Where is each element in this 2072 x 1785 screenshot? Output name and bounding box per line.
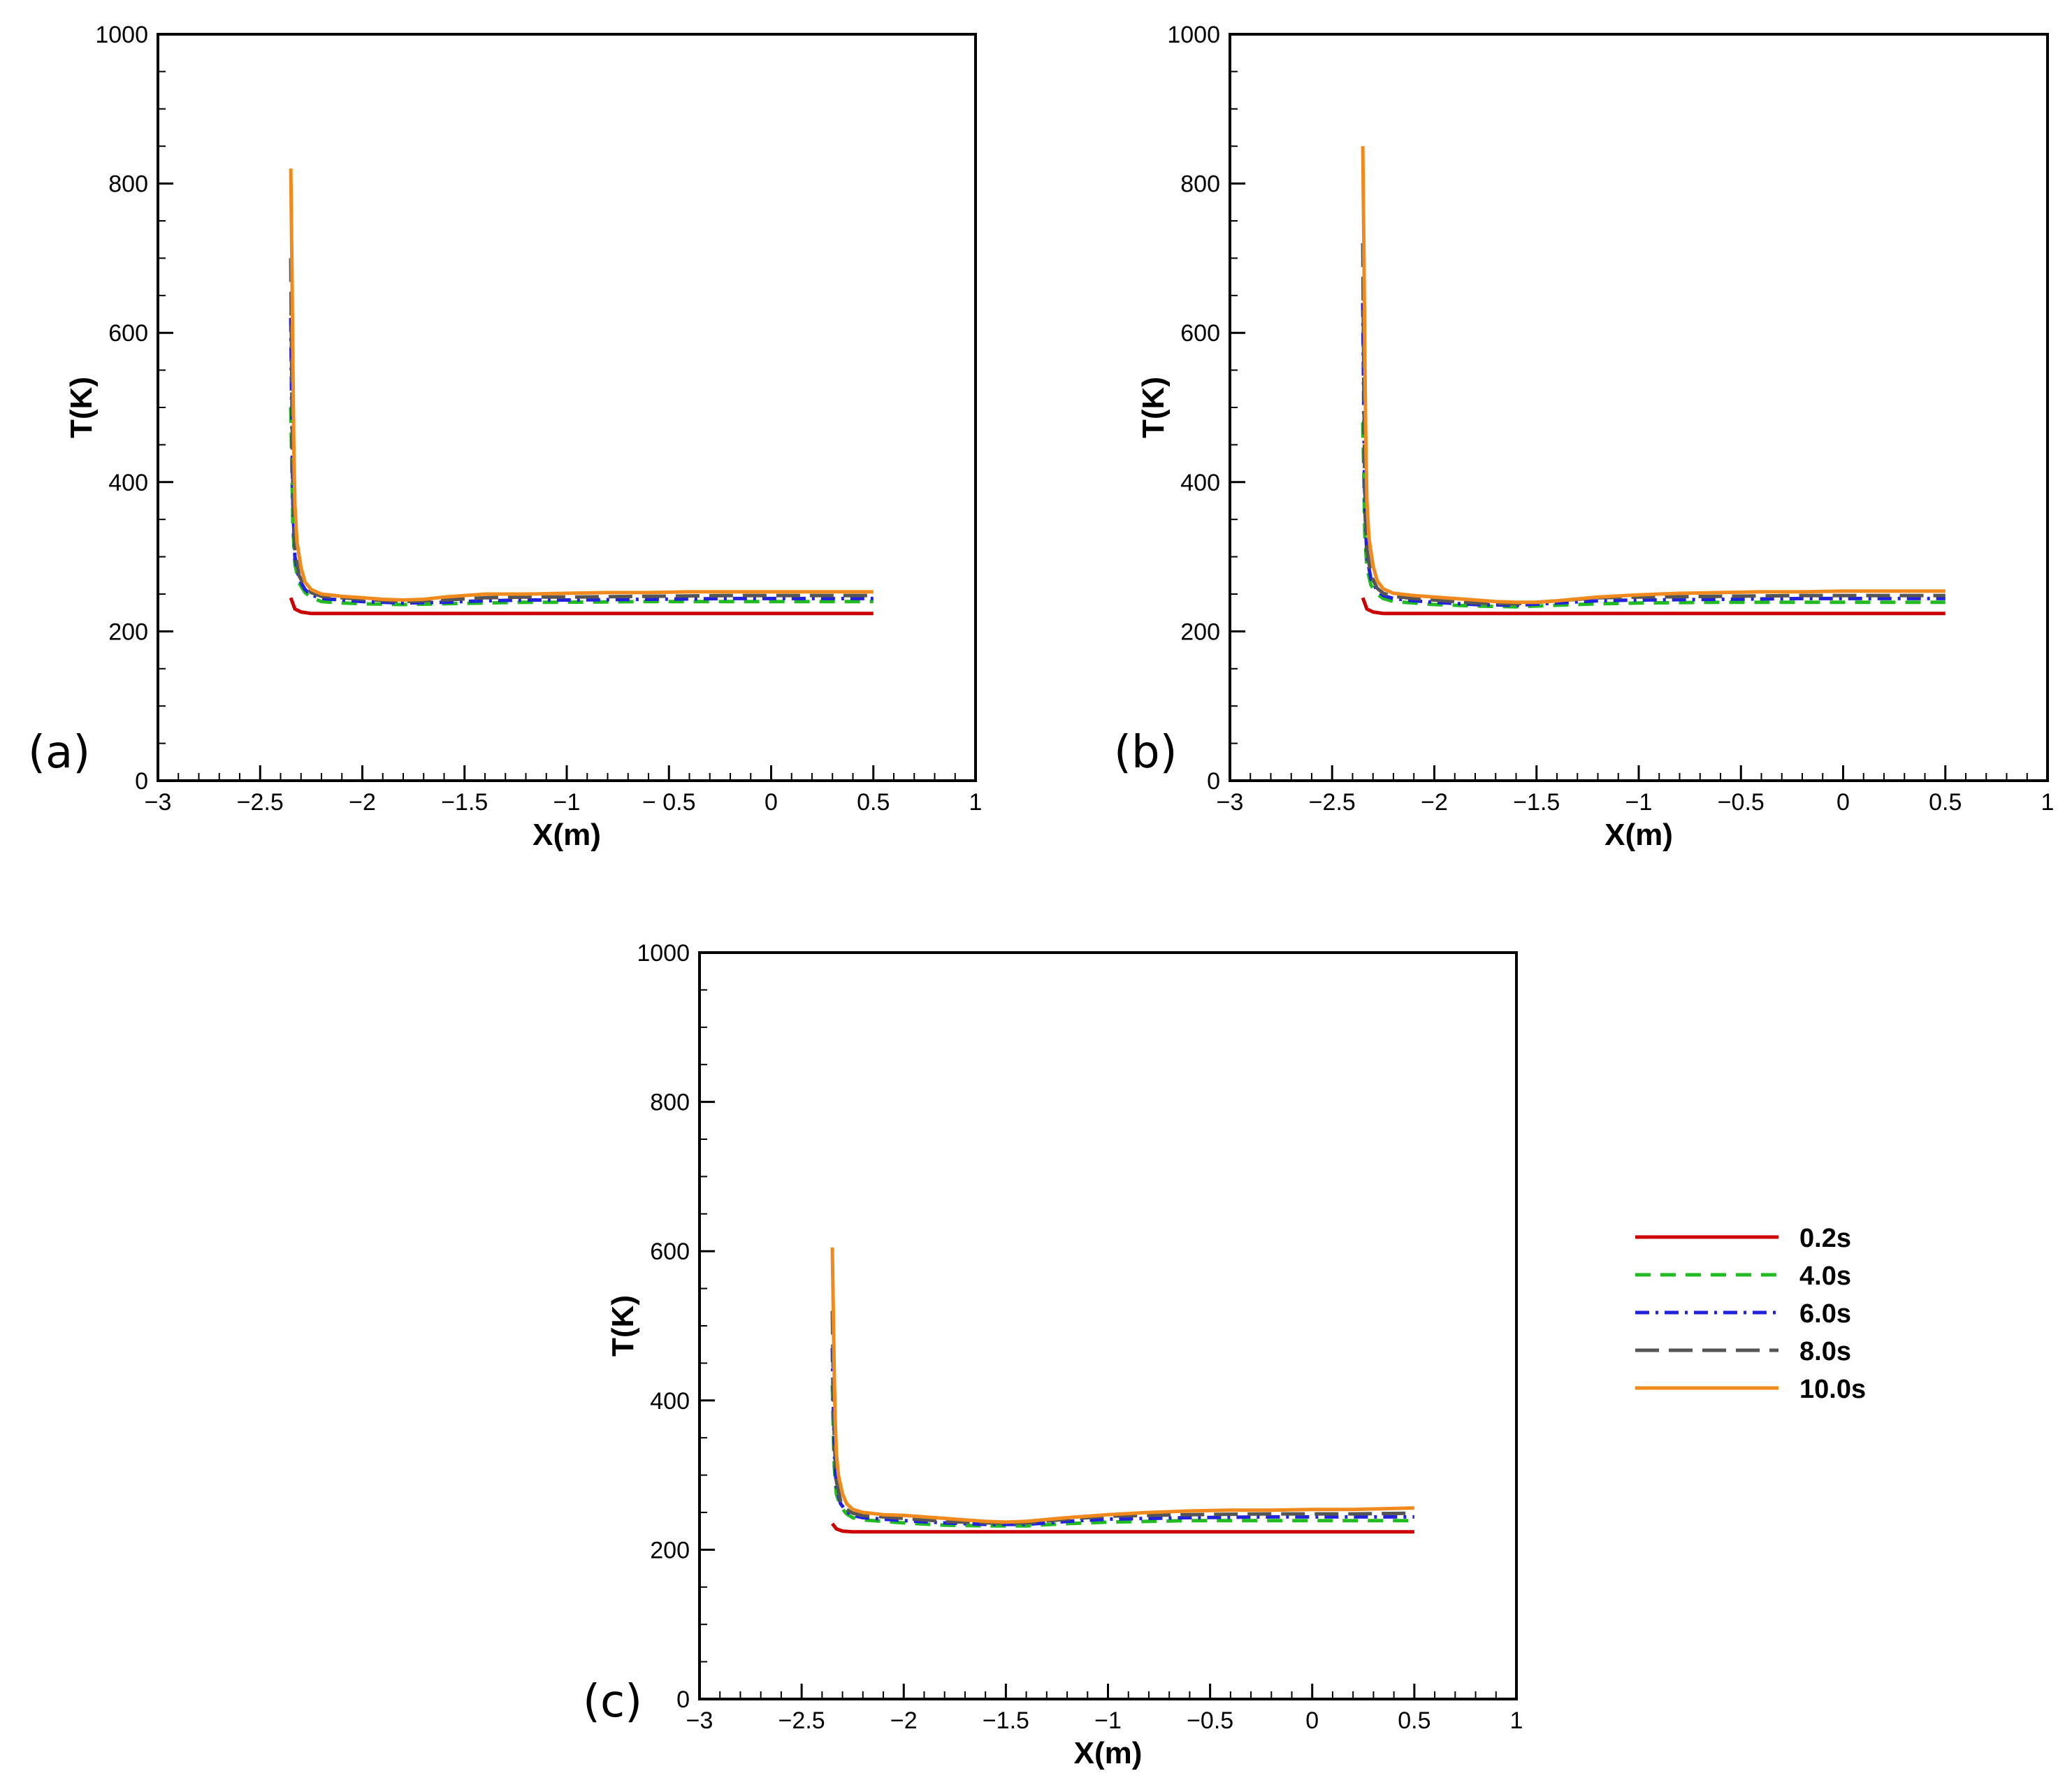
legend-label: 6.0s [1799, 1299, 1851, 1329]
x-axis-title: X(m) [1074, 1736, 1143, 1770]
x-tick-label: −1 [1625, 789, 1653, 816]
x-tick-label: −1.5 [983, 1707, 1029, 1734]
x-tick-label: −0.5 [1718, 789, 1765, 816]
y-tick-label: 600 [108, 320, 148, 347]
panel-label: (c) [583, 1676, 642, 1728]
x-tick-label: − 0.5 [642, 789, 696, 816]
series-line-8-0s [1361, 243, 1946, 606]
y-tick-label: 400 [1180, 470, 1220, 496]
x-axis-title: X(m) [1604, 818, 1673, 852]
y-axis-title: T(K) [1136, 377, 1171, 438]
x-tick-label: 0 [1305, 1707, 1319, 1734]
plot-frame [157, 33, 977, 782]
legend-label: 8.0s [1799, 1337, 1851, 1366]
x-tick-label: −1.5 [441, 789, 488, 816]
series-line-0-2s [289, 597, 874, 616]
panel-b: −3 −2.5 −2 −1.5 −1 −0.5 0 0.5 1 0 200 400 600 800 1000… [1114, 22, 2054, 852]
plot-frame [698, 951, 1518, 1700]
x-tick-label: 0 [765, 789, 778, 816]
legend: 0.2s 4.0s 6.0s 8.0s 10.0s [1635, 1224, 1866, 1404]
y-axis-title: T(K) [606, 1295, 640, 1357]
panel-label: (b) [1114, 727, 1178, 779]
series-line-6-0s [830, 1347, 1414, 1526]
series-line-4-0s [289, 407, 874, 607]
series-line-0-2s [831, 1522, 1414, 1534]
series-line-4-0s [830, 1385, 1414, 1528]
y-tick-label: 400 [650, 1388, 690, 1415]
y-tick-label: 1000 [637, 940, 690, 967]
panel-c: −3 −2.5 −2 −1.5 −1 −0.5 0 0.5 1 0 200 400 600 800 1000… [583, 940, 1523, 1770]
x-tick-label: −3 [145, 789, 172, 816]
y-tick-label: 800 [1180, 171, 1220, 198]
x-tick-label: 1 [1510, 1707, 1523, 1734]
series-line-10-0s [830, 1247, 1414, 1524]
legend-label: 0.2s [1799, 1224, 1851, 1253]
x-tick-label: −2.5 [1309, 789, 1356, 816]
y-tick-label: 0 [135, 768, 148, 795]
plot-frame [1229, 33, 2049, 782]
x-tick-label: −2.5 [237, 789, 284, 816]
panel-a: −3 −2.5 −2 −1.5 −1 − 0.5 0 0.5 1 0 200 400 600 800 100… [28, 22, 982, 852]
y-tick-label: 1000 [1167, 22, 1220, 48]
y-tick-label: 600 [1180, 320, 1220, 347]
series-line-10-0s [1361, 146, 1946, 605]
x-tick-label: −1 [553, 789, 581, 816]
y-tick-label: 400 [108, 470, 148, 496]
y-tick-label: 200 [1180, 619, 1220, 645]
panel-label: (a) [28, 727, 90, 779]
x-tick-label: −2 [1421, 789, 1448, 816]
x-tick-label: −1 [1094, 1707, 1122, 1734]
x-tick-label: −0.5 [1187, 1707, 1233, 1734]
y-tick-label: 0 [676, 1686, 690, 1713]
x-tick-label: 1 [2041, 789, 2055, 816]
y-tick-label: 800 [108, 171, 148, 198]
x-tick-label: 0.5 [1398, 1707, 1430, 1734]
y-tick-label: 0 [1207, 768, 1220, 795]
x-tick-label: 0.5 [857, 789, 890, 816]
x-tick-label: 0 [1836, 789, 1850, 816]
x-tick-label: 0.5 [1929, 789, 1962, 816]
y-tick-label: 800 [650, 1090, 690, 1116]
y-tick-label: 200 [650, 1537, 690, 1563]
series-line-4-0s [1361, 422, 1946, 609]
y-tick-label: 1000 [95, 22, 148, 48]
y-tick-label: 600 [650, 1238, 690, 1265]
x-tick-label: −3 [686, 1707, 713, 1734]
x-tick-label: −2 [349, 789, 376, 816]
series-line-10-0s [289, 168, 874, 602]
x-axis-title: X(m) [533, 818, 601, 852]
x-tick-label: −2.5 [778, 1707, 825, 1734]
x-tick-label: −2 [890, 1707, 918, 1734]
x-tick-label: −1.5 [1513, 789, 1560, 816]
series-line-8-0s [830, 1310, 1414, 1525]
x-tick-label: 1 [969, 789, 983, 816]
series-line-8-0s [289, 258, 874, 604]
legend-label: 4.0s [1799, 1262, 1851, 1291]
x-tick-label: −3 [1217, 789, 1244, 816]
y-tick-label: 200 [108, 619, 148, 645]
series-line-6-0s [289, 317, 874, 605]
series-line-6-0s [1361, 303, 1946, 607]
series-line-0-2s [1361, 597, 1946, 616]
y-axis-title: T(K) [64, 377, 99, 438]
legend-label: 10.0s [1799, 1375, 1866, 1404]
